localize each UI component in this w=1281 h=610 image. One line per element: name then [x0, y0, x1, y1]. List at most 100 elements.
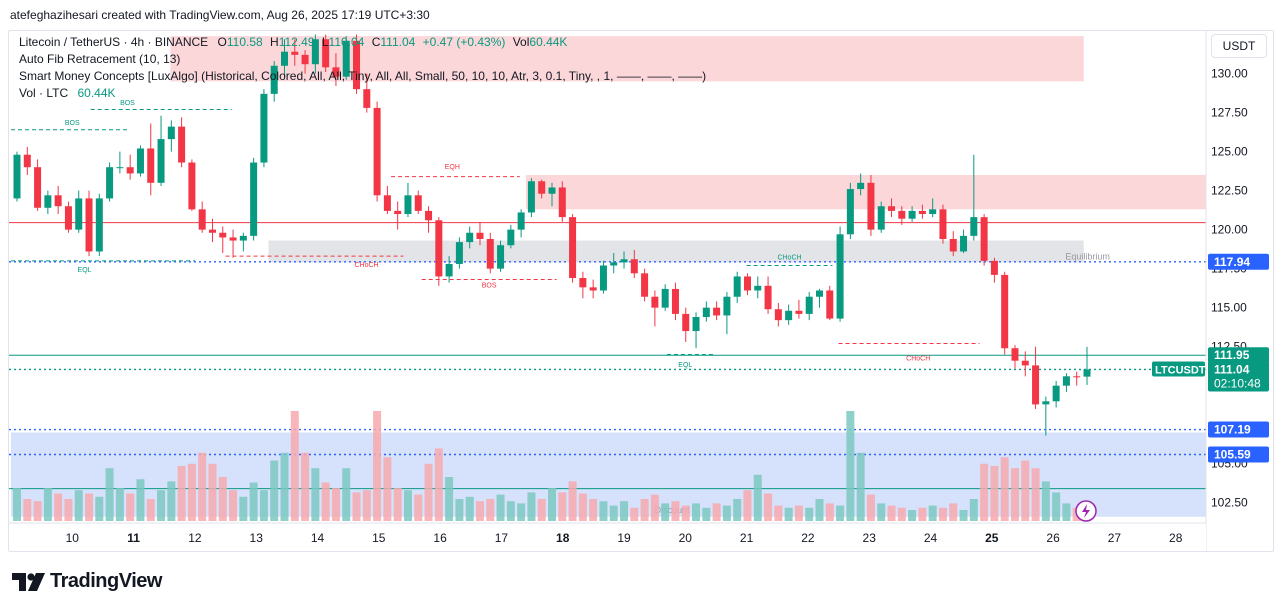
candle-body — [54, 195, 62, 207]
candle-body — [682, 313, 690, 332]
chart-credit: atefeghazihesari created with TradingVie… — [10, 8, 430, 22]
candle-body — [949, 238, 957, 252]
candlestick-chart[interactable]: EquilibriumDiscountBOSBOSEQHCHoCHBOSEQLC… — [9, 31, 1273, 551]
volume-bar — [1021, 460, 1030, 521]
chart-panel[interactable]: EquilibriumDiscountBOSBOSEQHCHoCHBOSEQLC… — [8, 30, 1274, 552]
volume-bar — [980, 463, 989, 521]
volume-bar — [527, 492, 536, 521]
volume-bar — [537, 499, 546, 521]
volume-bar — [630, 507, 639, 521]
volume-bar — [126, 493, 135, 521]
volume-bar — [64, 499, 73, 521]
candle-body — [1032, 365, 1040, 405]
candle-body — [527, 181, 535, 213]
x-tick-label: 20 — [679, 531, 693, 545]
volume-bar — [434, 448, 443, 521]
candle-body — [867, 182, 875, 230]
volume-bar — [1031, 468, 1040, 521]
close-label: C — [371, 35, 381, 49]
high-value: 112.49 — [278, 35, 315, 49]
volume-bar — [465, 496, 474, 521]
price-tag-label: 107.19 — [1214, 423, 1251, 437]
symbol-title[interactable]: Litecoin / TetherUS · 4h · BINANCE — [19, 35, 209, 49]
candle-body — [1052, 385, 1060, 402]
candle-body — [1062, 376, 1070, 386]
candle-body — [44, 195, 52, 208]
candle-body — [599, 265, 607, 291]
candle-body — [208, 229, 216, 233]
indicator-volume-legend[interactable]: Vol · LTC 60.44K — [19, 86, 116, 100]
candle-body — [373, 107, 381, 196]
time-axis[interactable] — [9, 523, 1206, 551]
candle-body — [610, 262, 618, 266]
price-tag — [1208, 253, 1269, 270]
lightning-icon-glyph — [1082, 504, 1090, 518]
volume-bar — [445, 477, 454, 521]
volume-bar — [424, 463, 433, 521]
volume-bar — [270, 460, 279, 521]
volume-bar — [403, 490, 412, 521]
volume-bar — [280, 452, 289, 521]
candle-body — [332, 67, 340, 77]
candle-body — [620, 259, 628, 263]
x-tick-label: 22 — [801, 531, 815, 545]
symbol-tag-label: LTCUSDT — [1155, 364, 1206, 376]
tradingview-logo[interactable]: TradingView — [12, 570, 162, 593]
x-tick-label: 13 — [250, 531, 264, 545]
candle-body — [538, 181, 546, 194]
candle-body — [1073, 376, 1081, 378]
x-tick-label: 14 — [311, 531, 325, 545]
currency-button[interactable]: USDT — [1211, 34, 1267, 58]
candle-body — [363, 89, 371, 108]
candle-body — [178, 126, 186, 163]
volume-bar — [805, 507, 814, 521]
candle-body — [188, 162, 196, 210]
candle-body — [198, 209, 206, 230]
volume-bar — [198, 452, 207, 521]
candle-body — [394, 210, 402, 215]
x-tick-label: 26 — [1046, 531, 1060, 545]
candle-body — [960, 235, 968, 252]
candle-body — [641, 273, 649, 297]
volume-bar — [54, 493, 63, 521]
candle-body — [126, 167, 134, 174]
volume-bar — [105, 468, 114, 521]
open-label: O — [217, 35, 227, 49]
tradingview-logo-icon — [12, 572, 45, 591]
candle-body — [1083, 369, 1091, 377]
volume-bar — [1000, 457, 1009, 521]
volume-bar — [825, 503, 834, 521]
x-tick-label: 19 — [617, 531, 631, 545]
candle-body — [589, 287, 597, 291]
volume-bar — [609, 505, 618, 521]
volume-bar — [352, 492, 361, 521]
x-tick-label: 23 — [863, 531, 877, 545]
volume-bar — [187, 463, 196, 521]
volume-bar — [764, 493, 773, 521]
candle-body — [558, 187, 566, 218]
volume-bar — [702, 507, 711, 521]
volume-bar — [753, 474, 762, 521]
structure-label: BOS — [120, 100, 135, 107]
volume-bar — [475, 501, 484, 521]
candle-body — [1011, 348, 1019, 361]
indicator-fib-legend[interactable]: Auto Fib Retracement (10, 13) — [19, 52, 181, 66]
volume-bar — [836, 505, 845, 521]
candle-body — [733, 276, 741, 297]
candle-body — [455, 242, 463, 264]
volume-bar — [1041, 481, 1050, 521]
volume-bar — [455, 499, 464, 521]
volume-bar — [229, 490, 238, 521]
volume-bar — [712, 503, 721, 521]
candle-body — [167, 126, 175, 140]
volume-bar — [938, 507, 947, 521]
volume-bar — [1010, 468, 1019, 521]
candle-body — [260, 93, 268, 163]
symbol-legend[interactable]: Litecoin / TetherUS · 4h · BINANCE O110.… — [19, 35, 567, 49]
indicator-smc-legend[interactable]: Smart Money Concepts [LuxAlgo] (Historic… — [19, 69, 707, 83]
volume-bar — [856, 452, 865, 521]
candle-body — [291, 51, 299, 55]
candle-body — [990, 260, 998, 275]
volume-bar — [887, 505, 896, 521]
price-axis[interactable] — [1206, 31, 1273, 551]
